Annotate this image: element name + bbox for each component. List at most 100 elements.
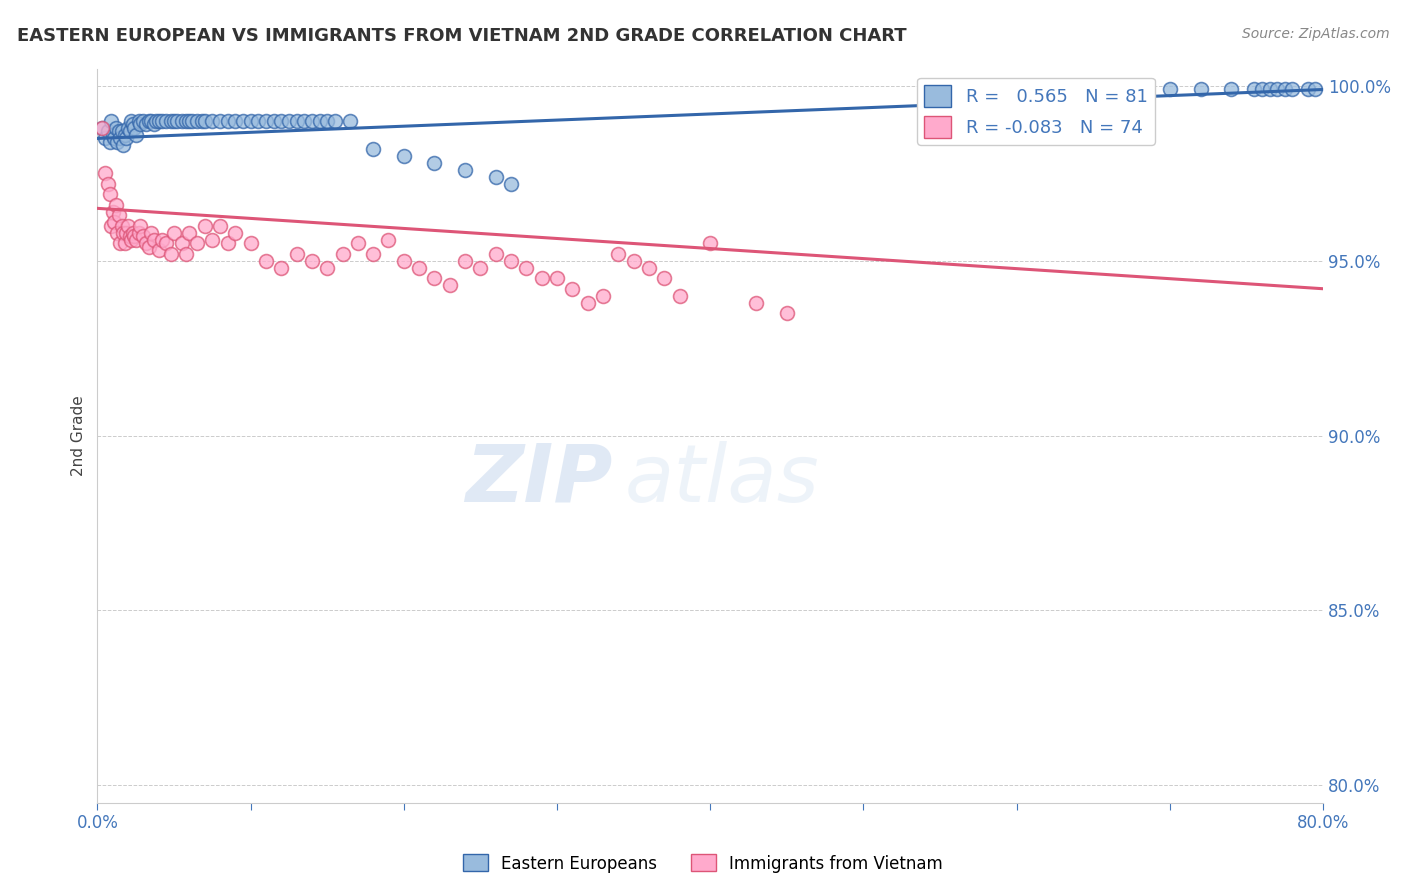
Point [132, 229, 155, 244]
Point [104, 198, 127, 212]
Point [118, 229, 141, 244]
Point [285, 114, 308, 128]
Point [392, 149, 415, 163]
Point [98, 135, 121, 149]
Point [499, 253, 522, 268]
Point [160, 247, 183, 261]
Point [745, 295, 768, 310]
Point [117, 219, 139, 233]
Point [105, 226, 128, 240]
Point [423, 271, 446, 285]
Point [1067, 82, 1090, 96]
Point [699, 236, 721, 251]
Point [1243, 82, 1265, 96]
Point [139, 226, 162, 240]
Point [301, 253, 323, 268]
Point [107, 124, 129, 138]
Point [91, 120, 114, 135]
Point [118, 124, 141, 138]
Point [179, 226, 201, 240]
Point [561, 282, 583, 296]
Point [1258, 82, 1281, 96]
Point [139, 114, 162, 128]
Point [301, 114, 323, 128]
Point [254, 114, 277, 128]
Point [166, 114, 188, 128]
Point [97, 177, 120, 191]
Point [254, 253, 277, 268]
Point [115, 226, 138, 240]
Point [163, 114, 186, 128]
Point [104, 120, 127, 135]
Point [94, 166, 117, 180]
Point [163, 226, 186, 240]
Legend: Eastern Europeans, Immigrants from Vietnam: Eastern Europeans, Immigrants from Vietn… [457, 847, 949, 880]
Point [155, 114, 177, 128]
Point [101, 204, 124, 219]
Point [232, 114, 254, 128]
Point [277, 114, 299, 128]
Point [485, 169, 508, 184]
Point [201, 114, 224, 128]
Point [100, 219, 122, 233]
Point [454, 162, 477, 177]
Point [1296, 82, 1319, 96]
Text: ZIP: ZIP [465, 441, 612, 518]
Point [97, 124, 120, 138]
Point [148, 114, 170, 128]
Point [776, 306, 799, 320]
Point [208, 219, 231, 233]
Point [423, 156, 446, 170]
Text: atlas: atlas [624, 441, 820, 518]
Point [247, 114, 270, 128]
Point [1220, 82, 1243, 96]
Point [217, 114, 239, 128]
Point [186, 236, 208, 251]
Point [515, 260, 537, 275]
Point [101, 128, 124, 142]
Point [936, 82, 959, 96]
Point [160, 114, 183, 128]
Point [110, 131, 132, 145]
Point [122, 120, 145, 135]
Point [224, 226, 246, 240]
Point [470, 260, 492, 275]
Point [638, 260, 661, 275]
Text: Source: ZipAtlas.com: Source: ZipAtlas.com [1241, 27, 1389, 41]
Point [135, 236, 157, 251]
Point [128, 114, 150, 128]
Point [239, 236, 262, 251]
Point [270, 260, 292, 275]
Point [114, 236, 136, 251]
Point [285, 247, 308, 261]
Point [181, 114, 204, 128]
Point [111, 219, 134, 233]
Point [194, 114, 217, 128]
Point [224, 114, 246, 128]
Point [1265, 82, 1288, 96]
Point [117, 120, 139, 135]
Point [91, 120, 114, 135]
Point [208, 114, 231, 128]
Point [112, 138, 135, 153]
Point [576, 295, 599, 310]
Point [217, 236, 239, 251]
Point [392, 253, 415, 268]
Point [103, 131, 125, 145]
Point [124, 233, 146, 247]
Point [179, 114, 201, 128]
Point [150, 233, 173, 247]
Point [292, 114, 315, 128]
Point [132, 114, 155, 128]
Point [263, 114, 285, 128]
Point [1159, 82, 1181, 96]
Legend: R =   0.565   N = 81, R = -0.083   N = 74: R = 0.565 N = 81, R = -0.083 N = 74 [917, 78, 1154, 145]
Point [377, 233, 399, 247]
Point [1274, 82, 1296, 96]
Point [128, 226, 150, 240]
Point [485, 247, 508, 261]
Point [110, 236, 132, 251]
Point [143, 233, 166, 247]
Point [150, 114, 173, 128]
Point [361, 247, 384, 261]
